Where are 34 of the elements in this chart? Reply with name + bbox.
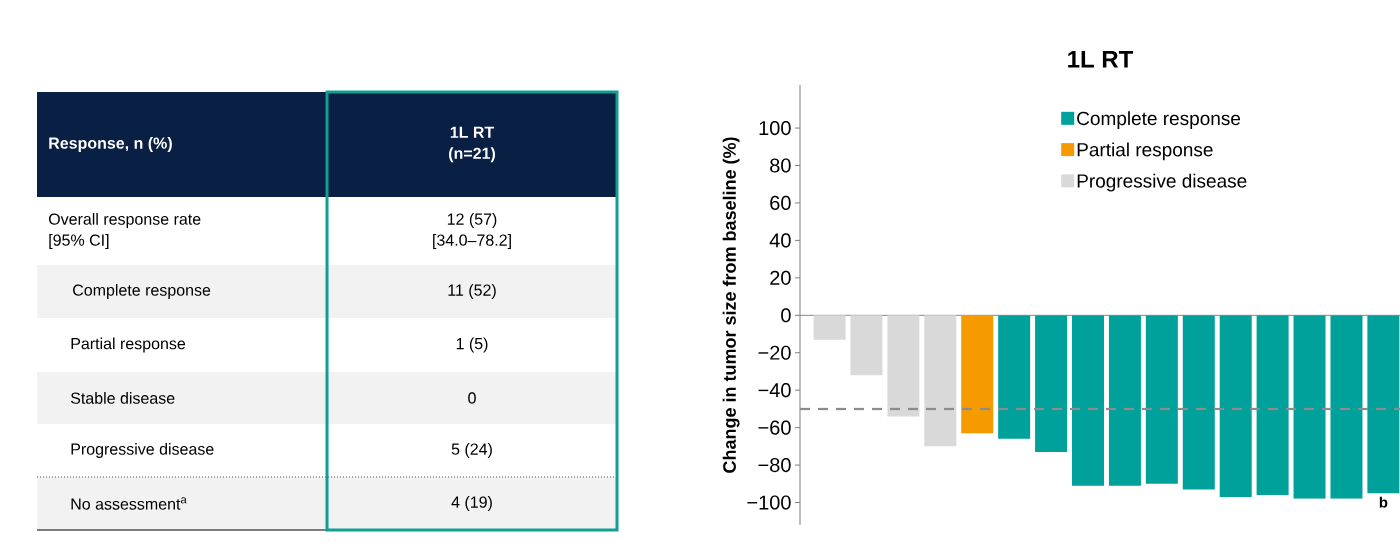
text: No assessment$^{a}$ (71, 497, 187, 510)
y-tick-label: −100 (747, 495, 791, 510)
y-tick-label: 100 (759, 120, 791, 136)
text: 5 (24) (451, 443, 492, 458)
legend-label: Partial response (1077, 142, 1213, 161)
y-tick-label: 40 (769, 233, 791, 248)
annotation: b (1379, 496, 1388, 508)
y-tick-label: −40 (758, 383, 791, 398)
y-tick-label: −20 (758, 345, 791, 360)
text: Progressive disease (71, 443, 214, 458)
y-tick-label: −80 (758, 458, 791, 473)
text: Stable disease (70, 392, 175, 404)
y-tick-label: −60 (758, 420, 791, 435)
legend-label: Progressive disease (1077, 173, 1247, 192)
text: 0 (468, 392, 476, 404)
text: 1L RT (450, 126, 495, 138)
text: Overall response rate (48, 213, 201, 228)
legend-label: Complete response (1077, 111, 1241, 129)
y-axis-title: Change in tumor size from baseline (%) (722, 137, 740, 473)
y-tick-label: 80 (770, 158, 791, 173)
text: 1 (5) (456, 337, 488, 353)
text: 11 (52) (448, 284, 496, 299)
y-tick-label: 60 (770, 195, 791, 211)
text: 12 (57) (447, 213, 497, 228)
text: [95% CI] (49, 234, 109, 249)
text: Complete response (73, 284, 211, 299)
y-tick-label: 20 (770, 270, 791, 285)
text: 4 (19) (451, 496, 492, 511)
text: Response, n (%) (49, 137, 172, 152)
text: Partial response (71, 337, 186, 353)
text: (n=21) (449, 147, 495, 163)
text: [34.0–78.2] (433, 234, 511, 249)
chart-title: 1L RT (1068, 50, 1134, 68)
y-tick-label: 0 (781, 308, 791, 323)
